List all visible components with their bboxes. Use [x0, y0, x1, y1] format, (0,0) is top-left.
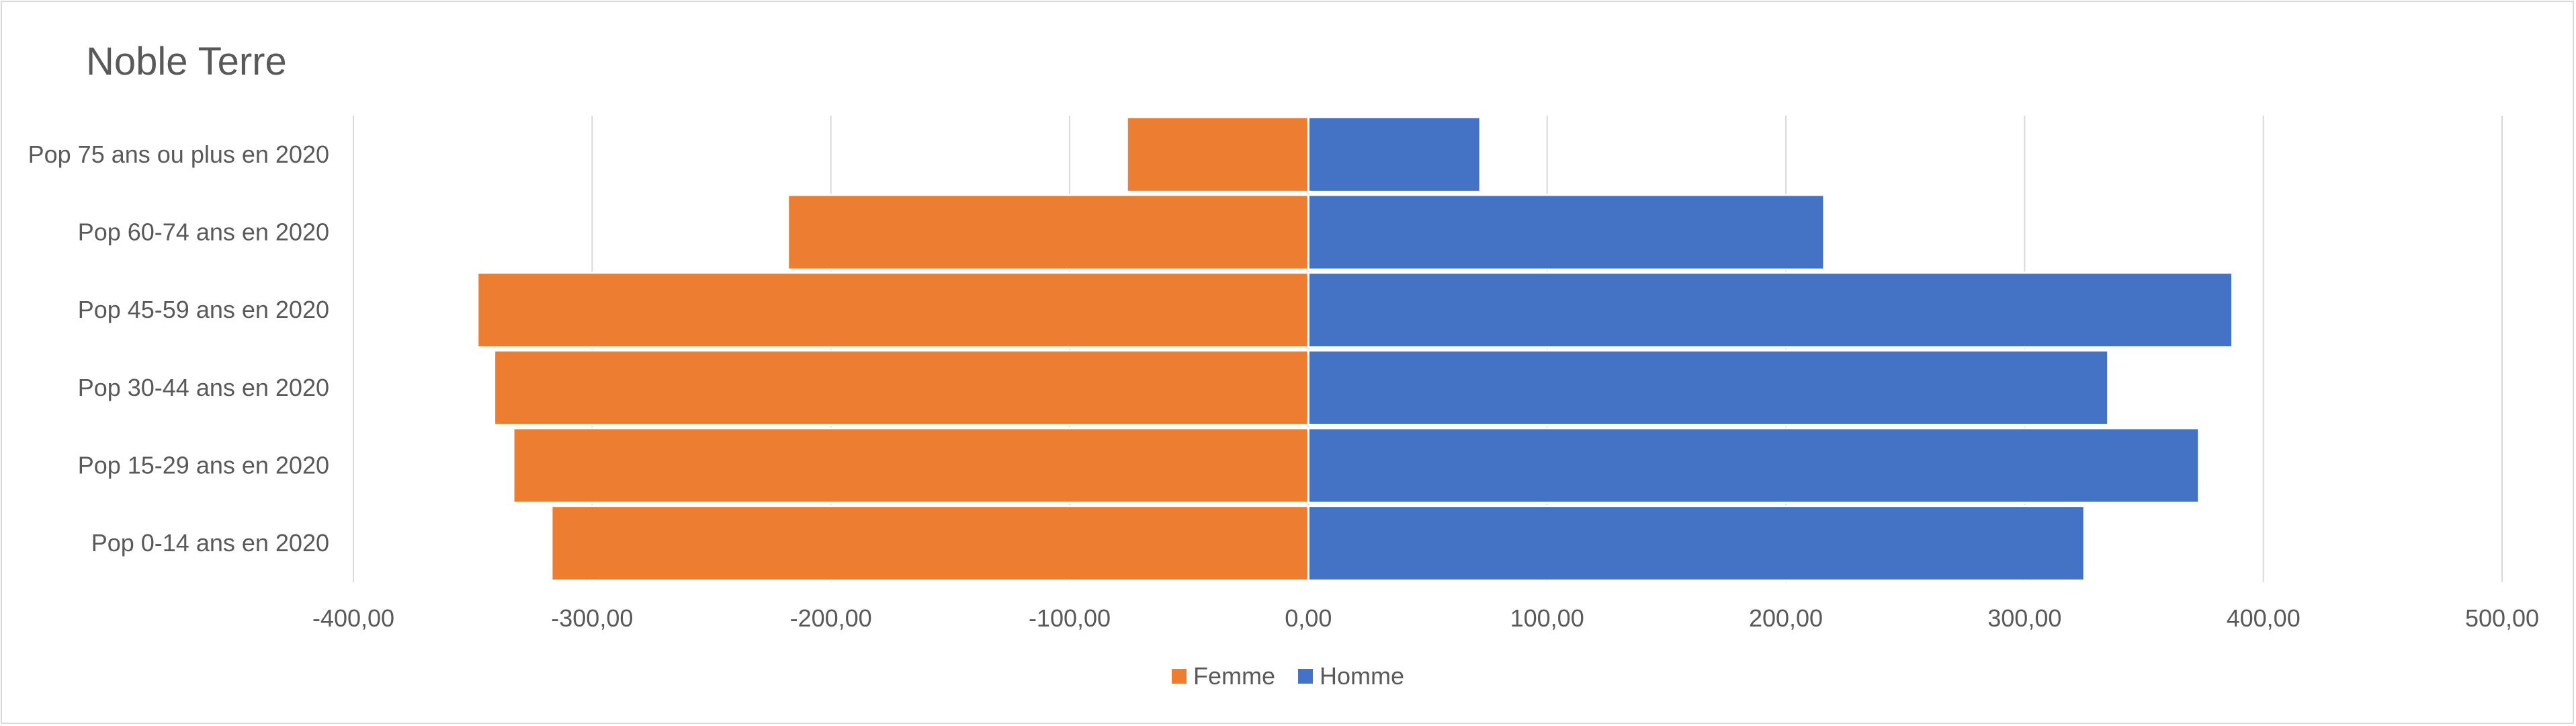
legend-label-femme: Femme [1193, 662, 1275, 690]
x-tick-label: -400,00 [312, 604, 394, 632]
bar-homme [1307, 272, 2233, 349]
bar-homme [1307, 427, 2200, 504]
x-tick-label: 100,00 [1510, 604, 1584, 632]
x-tick-label: 400,00 [2227, 604, 2301, 632]
category-label: Pop 45-59 ans en 2020 [78, 296, 329, 323]
legend: Femme Homme [0, 662, 2576, 690]
category-label: Pop 0-14 ans en 2020 [91, 529, 329, 557]
category-label: Pop 30-44 ans en 2020 [78, 374, 329, 401]
x-tick-label: 500,00 [2465, 604, 2539, 632]
x-tick-label: -300,00 [551, 604, 633, 632]
legend-item-femme: Femme [1171, 662, 1275, 690]
x-tick-label: 0,00 [1285, 604, 1332, 632]
bar-femme [550, 505, 1310, 582]
x-tick-label: -100,00 [1029, 604, 1111, 632]
bar-femme [512, 427, 1310, 504]
category-label: Pop 60-74 ans en 2020 [78, 218, 329, 246]
bar-femme [1125, 116, 1310, 193]
category-label: Pop 15-29 ans en 2020 [78, 452, 329, 479]
legend-swatch-femme [1171, 669, 1187, 684]
x-tick-label: -200,00 [790, 604, 872, 632]
bar-homme [1307, 349, 2110, 426]
legend-item-homme: Homme [1297, 662, 1405, 690]
x-tick-label: 300,00 [1987, 604, 2061, 632]
bar-homme [1307, 194, 1826, 271]
x-tick-label: 200,00 [1749, 604, 1823, 632]
chart-title: Noble Terre [86, 40, 287, 83]
legend-label-homme: Homme [1319, 662, 1405, 690]
bar-homme [1307, 505, 2086, 582]
bar-femme [787, 194, 1310, 271]
legend-swatch-homme [1297, 669, 1313, 684]
bar-femme [476, 272, 1310, 349]
bar-femme [493, 349, 1310, 426]
bar-homme [1307, 116, 1482, 193]
category-label: Pop 75 ans ou plus en 2020 [28, 140, 329, 168]
